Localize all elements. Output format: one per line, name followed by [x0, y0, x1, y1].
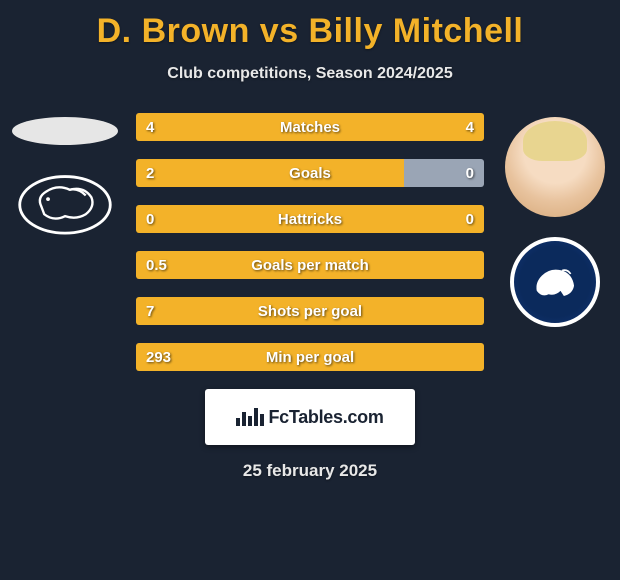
stat-row: 44Matches [136, 113, 484, 141]
stat-bar-player2 [404, 159, 484, 187]
stat-bars: 44Matches 20Goals 00Hattricks 0.5Goals per … [136, 113, 484, 371]
stat-bar-player1 [136, 251, 484, 279]
branding-badge: FcTables.com [205, 389, 415, 445]
player1-column [0, 113, 130, 235]
player2-avatar [505, 117, 605, 217]
subtitle: Club competitions, Season 2024/2025 [0, 65, 620, 83]
player2-column [490, 113, 620, 327]
player2-club-crest [510, 237, 600, 327]
stat-bar-player2 [310, 205, 484, 233]
stat-row: 293Min per goal [136, 343, 484, 371]
stat-bar-player1 [136, 343, 484, 371]
date-label: 25 february 2025 [0, 461, 620, 481]
stat-bar-player1 [136, 297, 484, 325]
stat-row: 20Goals [136, 159, 484, 187]
stat-bar-player1 [136, 113, 310, 141]
stat-bar-player2 [310, 113, 484, 141]
player1-avatar [12, 117, 118, 145]
stat-row: 0.5Goals per match [136, 251, 484, 279]
branding-text: FcTables.com [268, 407, 383, 428]
stat-bar-player1 [136, 205, 310, 233]
fctables-logo-icon [236, 408, 264, 426]
comparison-panel: 44Matches 20Goals 00Hattricks 0.5Goals per … [0, 113, 620, 371]
stat-row: 7Shots per goal [136, 297, 484, 325]
player1-club-crest [17, 169, 113, 235]
stat-row: 00Hattricks [136, 205, 484, 233]
page-title: D. Brown vs Billy Mitchell [0, 0, 620, 51]
stat-bar-player1 [136, 159, 404, 187]
